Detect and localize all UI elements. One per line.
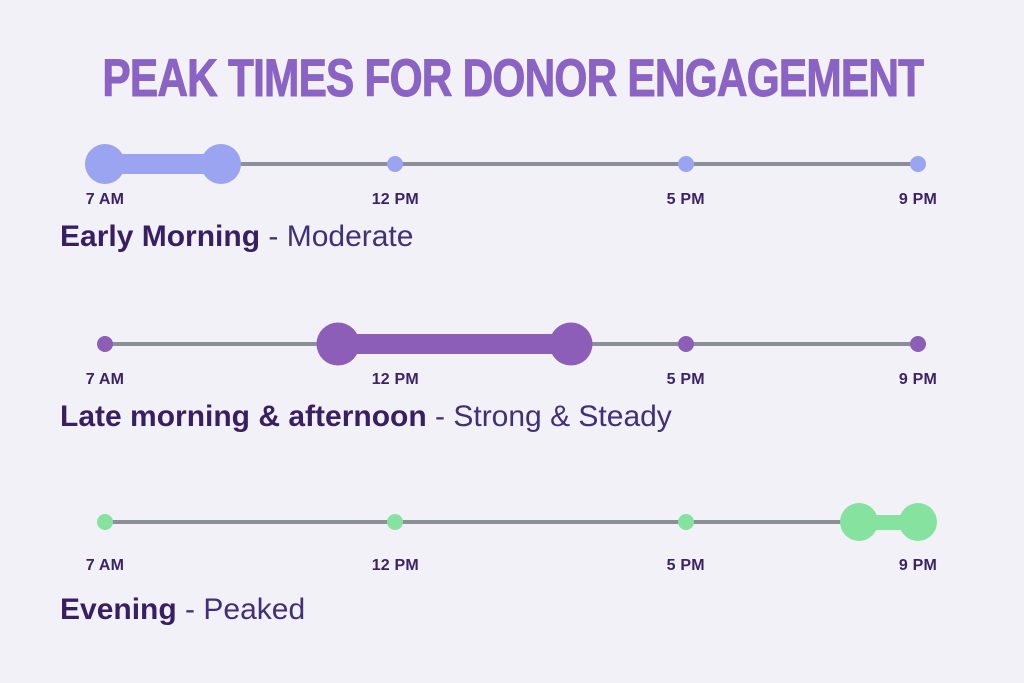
tick-label-5pm: 5 PM [666, 191, 705, 208]
tick-label-9pm: 9 PM [898, 557, 938, 574]
caption-separator: - [176, 593, 204, 626]
row-caption-level: Moderate [286, 220, 414, 253]
row-caption-level: Peaked [203, 593, 306, 626]
range-start-knob [316, 322, 360, 366]
range-end-knob [201, 144, 242, 184]
range-start-knob [85, 144, 125, 184]
caption-separator: - [426, 400, 454, 433]
tick-label-12pm: 12 PM [371, 557, 419, 574]
tick-dot-5pm [677, 336, 694, 352]
tick-label-9pm: 9 PM [898, 191, 938, 208]
tick-dot-7am [97, 336, 113, 352]
timeline-track [105, 520, 918, 524]
tick-dot-5pm [677, 514, 694, 530]
tick-dot-12pm [387, 514, 404, 530]
row-caption-name: Evening [60, 593, 177, 626]
tick-label-12pm: 12 PM [371, 191, 419, 208]
tick-label-7am: 7 AM [85, 191, 125, 208]
range-end-knob [549, 322, 593, 366]
row-caption-evening: Evening - Peaked [60, 592, 305, 628]
tick-label-5pm: 5 PM [666, 371, 705, 388]
page-title: PEAK TIMES FOR DONOR ENGAGEMENT [102, 49, 924, 108]
tick-dot-7am [97, 514, 113, 530]
tick-dot-12pm [387, 156, 404, 172]
range-bar [105, 154, 222, 174]
row-caption-late-morning-afternoon: Late morning & afternoon - Strong & Stea… [60, 399, 672, 435]
tick-label-12pm: 12 PM [371, 371, 419, 388]
tick-label-9pm: 9 PM [898, 371, 938, 388]
tick-label-7am: 7 AM [85, 371, 125, 388]
tick-dot-9pm [910, 336, 926, 352]
row-caption-level: Strong & Steady [453, 400, 672, 433]
row-caption-name: Early Morning [60, 220, 261, 253]
range-start-knob [839, 503, 878, 541]
row-caption-early-morning: Early Morning - Moderate [60, 219, 413, 255]
timeline-track [105, 162, 918, 166]
range-end-knob [898, 503, 937, 541]
row-caption-name: Late morning & afternoon [60, 400, 427, 433]
caption-separator: - [260, 220, 287, 253]
tick-dot-5pm [677, 156, 694, 172]
tick-label-5pm: 5 PM [666, 557, 705, 574]
range-bar [337, 334, 571, 354]
tick-dot-9pm [910, 156, 926, 172]
tick-label-7am: 7 AM [85, 557, 125, 574]
